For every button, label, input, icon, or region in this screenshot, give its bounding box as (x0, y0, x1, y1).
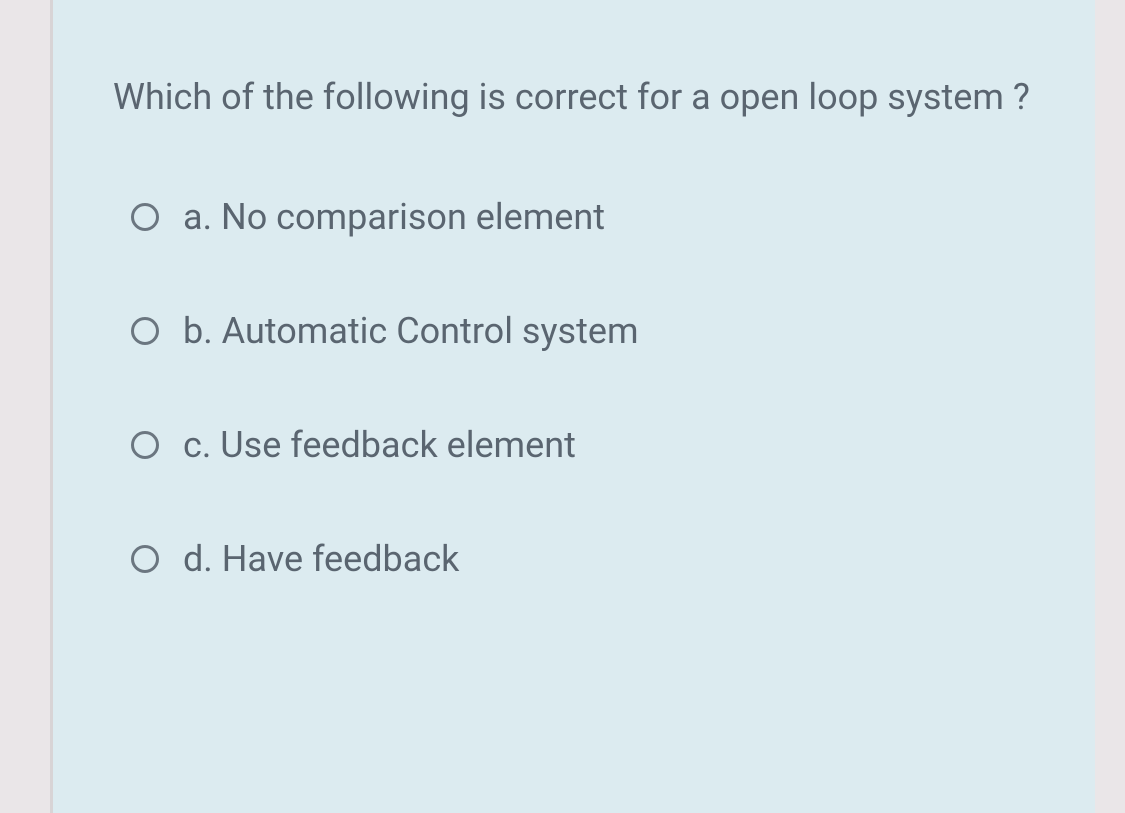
radio-b[interactable] (131, 317, 159, 345)
option-d-text: Have feedback (222, 538, 460, 580)
option-c-label[interactable]: c. Use feedback element (183, 424, 576, 466)
option-a[interactable]: a. No comparison element (131, 196, 1035, 238)
option-b-text: Automatic Control system (222, 310, 639, 352)
option-c-letter: c. (183, 424, 211, 466)
question-card: Which of the following is correct for a … (50, 0, 1095, 813)
option-d[interactable]: d. Have feedback (131, 538, 1035, 580)
option-a-text: No comparison element (221, 196, 605, 238)
option-c-text: Use feedback element (220, 424, 576, 466)
question-text: Which of the following is correct for a … (113, 70, 1035, 126)
radio-d[interactable] (131, 545, 159, 573)
option-a-letter: a. (183, 196, 212, 238)
option-d-label[interactable]: d. Have feedback (183, 538, 459, 580)
option-d-letter: d. (183, 538, 213, 580)
radio-a[interactable] (131, 203, 159, 231)
page-container: Which of the following is correct for a … (0, 0, 1125, 813)
option-a-label[interactable]: a. No comparison element (183, 196, 605, 238)
option-b[interactable]: b. Automatic Control system (131, 310, 1035, 352)
option-b-label[interactable]: b. Automatic Control system (183, 310, 639, 352)
radio-c[interactable] (131, 431, 159, 459)
option-c[interactable]: c. Use feedback element (131, 424, 1035, 466)
options-group: a. No comparison element b. Automatic Co… (113, 196, 1035, 580)
option-b-letter: b. (183, 310, 213, 352)
